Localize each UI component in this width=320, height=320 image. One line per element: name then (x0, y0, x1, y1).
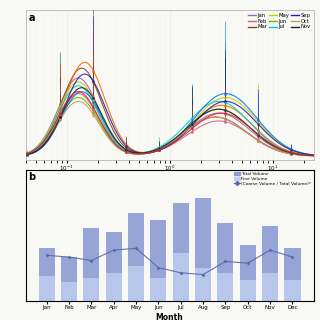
Bar (195, 198, 211, 301)
Bar (39, 248, 55, 301)
Bar (39, 276, 55, 301)
Bar (217, 223, 234, 301)
Text: b: b (28, 172, 36, 182)
Legend: Jan, Feb, Mar, May, Jun, Jul, Sep, Oct, Nov: Jan, Feb, Mar, May, Jun, Jul, Sep, Oct, … (248, 12, 311, 30)
Bar (84, 278, 100, 301)
X-axis label: Month: Month (156, 313, 183, 320)
Bar (106, 232, 122, 301)
Bar (173, 203, 189, 301)
Bar (240, 280, 256, 301)
Bar (262, 273, 278, 301)
Bar (106, 273, 122, 301)
Bar (128, 213, 144, 301)
Bar (217, 273, 234, 301)
Text: a: a (28, 12, 35, 23)
Bar (128, 266, 144, 301)
Bar (150, 278, 166, 301)
Bar (84, 228, 100, 301)
Bar (284, 280, 300, 301)
Bar (284, 248, 300, 301)
Bar (240, 244, 256, 301)
Bar (150, 220, 166, 301)
Bar (262, 226, 278, 301)
Bar (173, 253, 189, 301)
Bar (61, 257, 77, 301)
Bar (195, 268, 211, 301)
X-axis label: Radius (μm): Radius (μm) (146, 176, 193, 185)
Bar (61, 282, 77, 301)
Legend: Total Volume, Fine Volume, (Coarse Volume / Total Volume)*: Total Volume, Fine Volume, (Coarse Volum… (234, 172, 311, 186)
